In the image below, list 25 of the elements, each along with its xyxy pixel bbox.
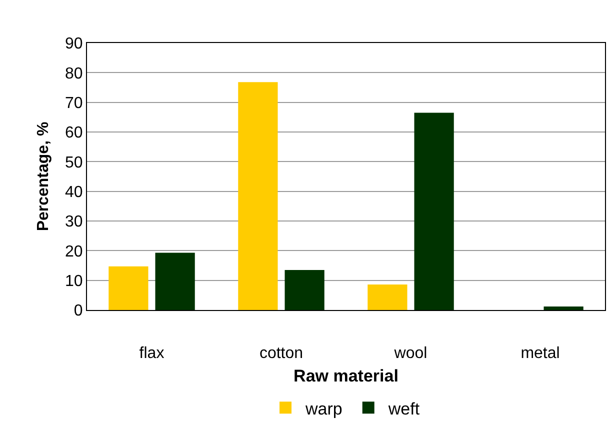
y-tick-label: 90 [65, 36, 83, 53]
y-tick-label: 50 [65, 154, 83, 172]
bar [238, 82, 278, 310]
x-tick-label: flax [139, 345, 164, 362]
bar [414, 112, 454, 310]
y-tick-label: 60 [65, 124, 83, 142]
y-tick-label: 20 [65, 243, 83, 260]
y-tick-label: 80 [65, 65, 83, 82]
y-axis-title: Percentage, % [34, 122, 52, 232]
bar [368, 284, 408, 310]
x-axis-title: Raw material [294, 366, 398, 386]
bar [108, 266, 148, 310]
legend-label: warp [304, 399, 342, 418]
y-tick-label: 10 [65, 272, 83, 290]
y-tick-label: 0 [74, 302, 83, 320]
bar [544, 306, 584, 310]
bar [155, 252, 195, 310]
x-tick-label: metal [520, 345, 560, 362]
y-tick-label: 70 [65, 94, 83, 112]
x-tick-label: cotton [259, 345, 304, 362]
y-tick-label: 30 [65, 214, 83, 231]
x-tick-label: wool [393, 345, 428, 362]
y-tick-label: 40 [65, 184, 83, 201]
legend-label: weft [387, 399, 420, 418]
bar [284, 270, 324, 310]
